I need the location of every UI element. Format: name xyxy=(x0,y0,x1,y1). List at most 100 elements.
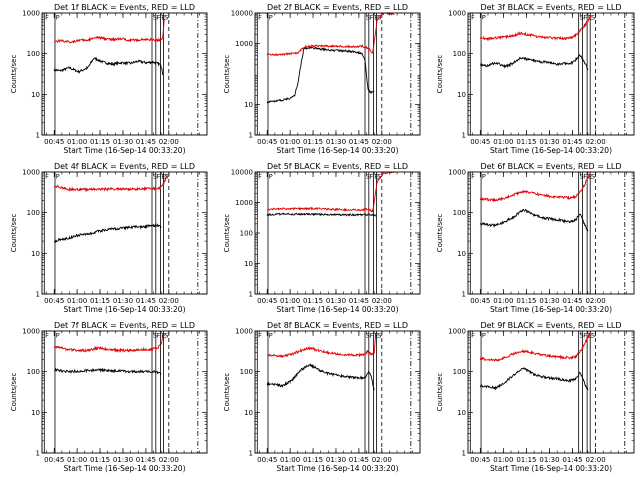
events-series-line xyxy=(266,362,375,391)
y-tick-label: 10 xyxy=(457,250,466,258)
y-tick-label: 100 xyxy=(27,209,40,217)
y-tick-label: 1000 xyxy=(448,10,466,18)
y-tick-label: 10 xyxy=(31,409,40,417)
event-marker-label: F xyxy=(471,332,475,340)
x-tick-label: 00:45 xyxy=(470,456,490,464)
y-tick-label: 10000 xyxy=(231,169,253,177)
y-tick-label: 100 xyxy=(453,368,466,376)
x-tick-label: 01:00 xyxy=(67,297,87,305)
events-series-line xyxy=(54,223,162,243)
x-tick-label: 01:30 xyxy=(113,297,133,305)
x-tick-label: 00:45 xyxy=(44,138,64,146)
x-tick-label: 01:45 xyxy=(349,138,369,146)
x-axis-label: Start Time (16-Sep-14 00:33:20) xyxy=(277,464,399,473)
lld-series-line xyxy=(479,331,592,363)
panel-title: Det 9f BLACK = Events, RED = LLD xyxy=(480,321,621,330)
y-tick-label: 1000 xyxy=(235,199,253,207)
event-marker-label: S xyxy=(591,332,595,340)
panel-1: Det 1f BLACK = Events, RED = LLD Counts/s… xyxy=(10,3,208,155)
y-axis-label: Counts/sec xyxy=(436,373,444,412)
x-tick-label: 01:00 xyxy=(493,297,513,305)
panel-title: Det 8f BLACK = Events, RED = LLD xyxy=(267,321,408,330)
x-tick-label: 01:30 xyxy=(326,138,346,146)
event-marker-label: P xyxy=(56,173,60,181)
plot-frame xyxy=(254,330,421,454)
panel-6: Det 6f BLACK = Events, RED = LLD Counts/s… xyxy=(436,162,635,314)
x-axis-label: Start Time (16-Sep-14 00:33:20) xyxy=(277,146,399,155)
event-marker-label: P xyxy=(269,14,273,22)
y-tick-label: 1000 xyxy=(448,169,466,177)
x-tick-label: 01:15 xyxy=(516,456,536,464)
x-tick-label: 01:30 xyxy=(539,138,559,146)
x-tick-label: 00:45 xyxy=(257,456,277,464)
x-tick-label: 02:00 xyxy=(159,297,179,305)
lld-series-line xyxy=(53,173,168,193)
event-marker-label: S xyxy=(153,173,157,181)
event-marker-label: S xyxy=(366,14,370,22)
lld-series-line xyxy=(479,171,592,202)
panel-8: Det 8f BLACK = Events, RED = LLD Counts/s… xyxy=(223,321,421,473)
x-axis-label: Start Time (16-Sep-14 00:33:20) xyxy=(490,146,612,155)
lld-series-line xyxy=(479,16,592,42)
event-marker-label: P xyxy=(56,14,60,22)
x-tick-label: 02:00 xyxy=(585,138,605,146)
lld-series-line xyxy=(266,11,395,57)
x-tick-label: 01:45 xyxy=(349,456,369,464)
y-tick-label: 1 xyxy=(462,132,466,140)
x-tick-label: 01:00 xyxy=(67,456,87,464)
y-tick-label: 1 xyxy=(249,450,253,458)
panel-title: Det 2f BLACK = Events, RED = LLD xyxy=(267,3,408,12)
y-tick-label: 1000 xyxy=(22,10,40,18)
panel-2: Det 2f BLACK = Events, RED = LLD Counts/s… xyxy=(223,3,421,155)
event-marker-label: S xyxy=(377,173,381,181)
y-tick-label: 100 xyxy=(240,368,253,376)
event-marker-label: P xyxy=(482,332,486,340)
y-tick-label: 1000 xyxy=(22,328,40,336)
event-marker-label: F xyxy=(45,332,49,340)
event-marker-label: F xyxy=(258,14,262,22)
plot-frame xyxy=(41,12,208,136)
panel-4: Det 4f BLACK = Events, RED = LLD Counts/s… xyxy=(10,162,208,314)
plot-frame xyxy=(467,12,635,136)
x-tick-label: 01:15 xyxy=(516,138,536,146)
x-tick-label: 02:00 xyxy=(159,138,179,146)
y-tick-label: 10 xyxy=(31,91,40,99)
x-tick-label: 01:15 xyxy=(303,456,323,464)
y-axis-label: Counts/sec xyxy=(10,373,18,412)
lld-series-line xyxy=(267,171,395,213)
event-marker-label: F xyxy=(370,332,374,340)
x-tick-label: 01:15 xyxy=(90,456,110,464)
plot-frame xyxy=(41,330,208,454)
x-tick-label: 01:30 xyxy=(539,297,559,305)
event-marker-label: S xyxy=(591,173,595,181)
y-tick-label: 1 xyxy=(36,132,40,140)
x-tick-label: 01:00 xyxy=(280,297,300,305)
y-tick-label: 1 xyxy=(249,291,253,299)
x-tick-label: 01:30 xyxy=(539,456,559,464)
event-marker-label: S xyxy=(579,173,583,181)
x-tick-label: 01:30 xyxy=(113,456,133,464)
event-marker-label: F xyxy=(583,332,587,340)
y-tick-label: 10 xyxy=(244,101,253,109)
y-tick-label: 10000 xyxy=(231,10,253,18)
x-tick-label: 02:00 xyxy=(585,456,605,464)
x-axis-label: Start Time (16-Sep-14 00:33:20) xyxy=(64,305,186,314)
x-tick-label: 01:45 xyxy=(562,456,582,464)
x-tick-label: 02:00 xyxy=(159,456,179,464)
lld-series-line xyxy=(53,19,165,44)
panel-3: Det 3f BLACK = Events, RED = LLD Counts/s… xyxy=(436,3,635,155)
event-marker-label: P xyxy=(56,332,60,340)
panel-title: Det 4f BLACK = Events, RED = LLD xyxy=(54,162,195,171)
x-tick-label: 01:15 xyxy=(303,138,323,146)
event-marker-label: S xyxy=(579,332,583,340)
y-tick-label: 1 xyxy=(462,450,466,458)
x-tick-label: 01:30 xyxy=(326,297,346,305)
x-tick-label: 00:45 xyxy=(44,456,64,464)
event-marker-label: F xyxy=(157,173,161,181)
events-series-line xyxy=(479,54,589,70)
y-tick-label: 10 xyxy=(244,409,253,417)
y-axis-label: Counts/sec xyxy=(223,373,231,412)
x-tick-label: 01:15 xyxy=(90,297,110,305)
event-marker-label: S xyxy=(366,173,370,181)
